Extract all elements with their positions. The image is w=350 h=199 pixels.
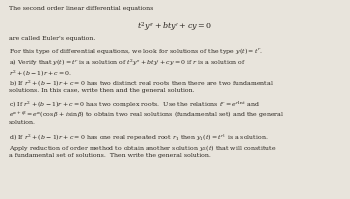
Text: solution.: solution. bbox=[9, 120, 36, 125]
Text: c) If $r^2 + (b-1)r + c = 0$ has two complex roots.  Use the relations $t^r = e^: c) If $r^2 + (b-1)r + c = 0$ has two com… bbox=[9, 100, 260, 110]
Text: a) Verify that $y(t) = t^r$ is a solution of $t^2y'' + bty' + cy = 0$ if $r$ is : a) Verify that $y(t) = t^r$ is a solutio… bbox=[9, 57, 246, 67]
Text: The second order linear differential equations: The second order linear differential equ… bbox=[9, 6, 153, 11]
Text: $r^2 + (b-1)r + c = 0$.: $r^2 + (b-1)r + c = 0$. bbox=[9, 68, 72, 78]
Text: d) If $r^2 + (b-1)r + c = 0$ has one real repeated root $r_1$ then $y_1(t) = t^{: d) If $r^2 + (b-1)r + c = 0$ has one rea… bbox=[9, 132, 268, 142]
Text: solutions. In this case, write then and the general solution.: solutions. In this case, write then and … bbox=[9, 88, 194, 93]
Text: $e^{\alpha+i\beta} = e^{\alpha}(\cos\beta+i\sin\beta)$ to obtain two real soluti: $e^{\alpha+i\beta} = e^{\alpha}(\cos\bet… bbox=[9, 110, 284, 120]
Text: Apply reduction of order method to obtain another solution $y_2(t)$ that will co: Apply reduction of order method to obtai… bbox=[9, 143, 276, 153]
Text: a fundamental set of solutions.  Then write the general solution.: a fundamental set of solutions. Then wri… bbox=[9, 153, 211, 158]
Text: For this type of differential equations, we look for solutions of the type $y(t): For this type of differential equations,… bbox=[9, 46, 262, 56]
Text: b) If $r^2 + (b-1)r + c = 0$ has two distinct real roots then there are two fund: b) If $r^2 + (b-1)r + c = 0$ has two dis… bbox=[9, 78, 274, 88]
Text: $t^2y'' + bty' + cy = 0$: $t^2y'' + bty' + cy = 0$ bbox=[137, 21, 213, 34]
Text: are called Euler's equation.: are called Euler's equation. bbox=[9, 36, 95, 41]
